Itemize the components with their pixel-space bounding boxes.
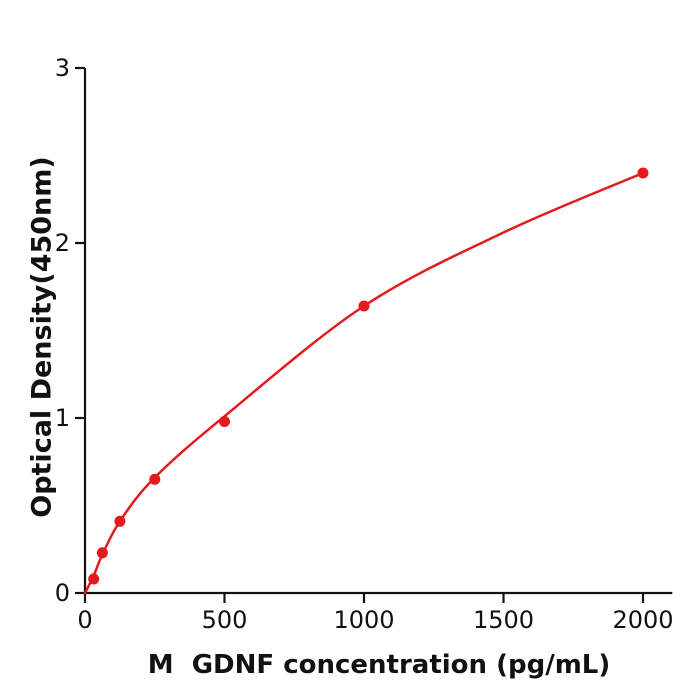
data-point [637,167,649,179]
axis-spines [83,68,673,595]
x-tick-label: 500 [202,606,248,634]
y-tick-label: 3 [55,54,70,82]
data-point [219,416,230,427]
data-point [114,515,126,527]
x-tick-label: 1500 [473,606,534,634]
x-tick-label: 1000 [333,606,394,634]
data-point [358,300,370,312]
y-tick-label: 2 [55,229,70,257]
data-point [88,573,100,585]
y-tick-label: 1 [55,404,70,432]
x-tick-label: 2000 [612,606,673,634]
standard-curve-line [83,171,645,595]
data-point [149,473,161,485]
x-tick-label: 0 [77,606,92,634]
y-tick-label: 0 [55,579,70,607]
data-point [96,547,108,559]
